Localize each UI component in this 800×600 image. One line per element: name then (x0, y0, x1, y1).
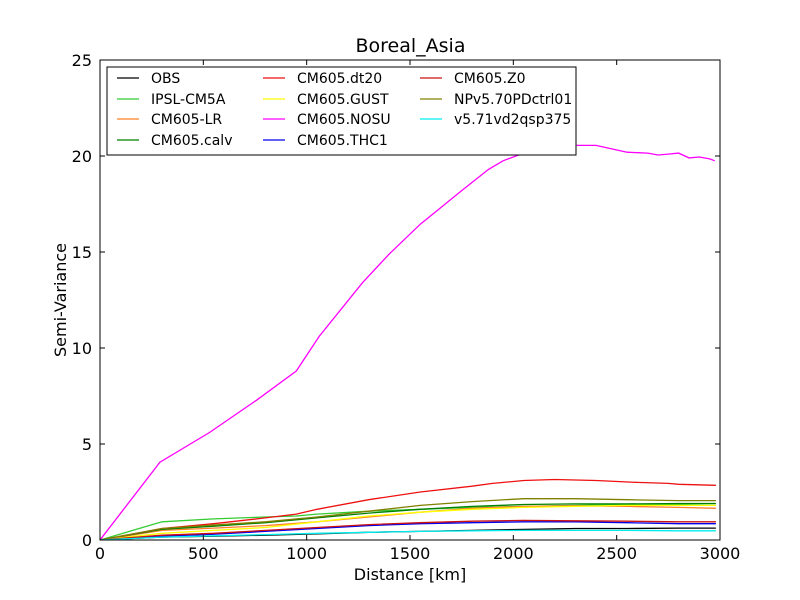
legend-item: v5.71vd2qsp375 (420, 112, 571, 128)
y-tick-label: 10 (72, 339, 92, 358)
plot-area (100, 144, 716, 540)
legend-label: CM605.GUST (297, 92, 389, 108)
series-line-cm605-gust (100, 504, 716, 540)
legend-item: CM605.NOSU (263, 112, 391, 128)
x-tick-label: 0 (95, 544, 105, 563)
legend-item: CM605.THC1 (263, 133, 388, 149)
legend-label: CM605.NOSU (297, 112, 391, 128)
series-line-cm605-z0 (100, 519, 716, 540)
y-tick-label: 15 (72, 243, 92, 262)
x-tick-label: 500 (188, 544, 219, 563)
legend-label: CM605-LR (151, 112, 222, 128)
series-line-npv5-70pdctrl01 (100, 498, 716, 540)
legend-item: NPv5.70PDctrl01 (420, 92, 572, 108)
x-tick-label: 3000 (700, 544, 741, 563)
series-line-cm605-calv (100, 502, 716, 540)
chart-title: Boreal_Asia (356, 35, 466, 57)
legend-box (106, 66, 577, 156)
legend-label: CM605.calv (151, 133, 232, 149)
legend-item: CM605.Z0 (420, 71, 526, 87)
legend-item: CM605.GUST (263, 92, 389, 108)
x-axis-label: Distance [km] (354, 565, 466, 584)
y-axis-label: Semi-Variance (51, 243, 70, 357)
y-tick-label: 25 (72, 51, 92, 70)
series-line-ipsl-cm5a (100, 503, 716, 540)
y-tick-label: 5 (82, 435, 92, 454)
series-line-cm605-thc1 (100, 521, 716, 540)
legend-label: IPSL-CM5A (151, 92, 226, 108)
legend-label: CM605.THC1 (297, 133, 388, 149)
legend-item: CM605-LR (117, 112, 222, 128)
legend-label: CM605.Z0 (454, 71, 526, 87)
legend-item: CM605.calv (117, 133, 232, 149)
y-tick-label: 20 (72, 147, 92, 166)
series-line-cm605-dt20 (100, 478, 716, 540)
legend-item: CM605.dt20 (263, 71, 382, 87)
legend-label: v5.71vd2qsp375 (454, 112, 571, 128)
x-tick-label: 2000 (493, 544, 534, 563)
legend-label: CM605.dt20 (297, 71, 382, 87)
y-tick-label: 0 (82, 531, 92, 550)
legend-item: OBS (117, 71, 180, 87)
series-line-v5-71vd2qsp375 (100, 529, 716, 540)
legend-label: OBS (151, 71, 180, 87)
legend-item: IPSL-CM5A (117, 92, 226, 108)
axis-ticks: 0 500 1000 1500 2000 2500 3000 0 5 10 15 20 25 (72, 51, 741, 563)
x-tick-label: 1000 (286, 544, 327, 563)
legend: OBS IPSL-CM5A CM605-LR CM605.calv CM605.dt20… (106, 66, 577, 156)
x-tick-label: 1500 (390, 544, 431, 563)
legend-label: NPv5.70PDctrl01 (454, 92, 572, 108)
x-tick-label: 2500 (596, 544, 637, 563)
